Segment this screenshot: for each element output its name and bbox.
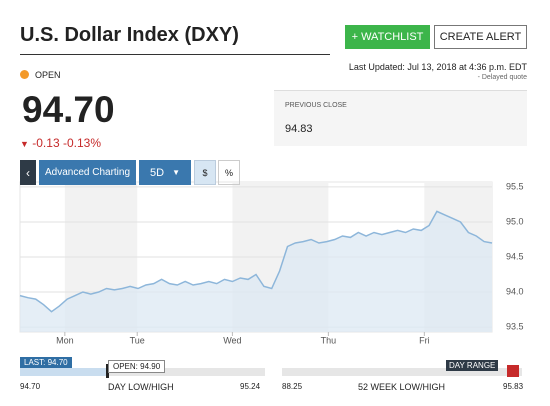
y-tick-label: 95.5 (506, 181, 524, 191)
period: 5D (150, 166, 165, 179)
unit-dollar[interactable]: $ (194, 160, 216, 185)
alert-button[interactable]: CREATE ALERT (434, 25, 527, 49)
x-tick-label: Fri (419, 335, 430, 345)
week52-high: 95.83 (503, 382, 524, 391)
delayed-note: - Delayed quote (477, 74, 527, 81)
watchlist-button[interactable]: + WATCHLIST (345, 25, 430, 49)
last-tag: LAST: 94.70 (20, 357, 72, 368)
week52-low: 88.25 (282, 382, 303, 391)
day-range-tag: DAY RANGE (446, 360, 499, 371)
last-updated: Last Updated: Jul 13, 2018 at 4:36 p.m. … (348, 62, 527, 72)
x-tick-label: Tue (130, 335, 145, 345)
day-high: 95.24 (240, 382, 261, 391)
open-marker (106, 364, 109, 378)
week52-label: 52 WEEK LOW/HIGH (358, 382, 446, 392)
x-tick-label: Wed (223, 335, 241, 345)
day-label: DAY LOW/HIGH (108, 382, 174, 392)
advanced-charting-button[interactable]: Advanced Charting (39, 160, 136, 185)
title: U.S. Dollar Index (DXY) (20, 24, 239, 46)
line (19, 210, 493, 313)
back-button[interactable]: ‹ (20, 160, 36, 185)
unit-percent[interactable]: % (218, 160, 240, 185)
open-tag: OPEN: 94.90 (108, 360, 166, 373)
y-tick-label: 94.0 (506, 286, 524, 296)
price: 94.70 (22, 89, 115, 130)
day-range-fill (20, 368, 108, 376)
previous-close-box: PREVIOUS CLOSE 94.83 (274, 90, 527, 146)
area (20, 211, 492, 332)
change: -0.13 (32, 136, 60, 150)
y-tick-label: 93.5 (506, 321, 524, 331)
y-tick-label: 95.0 (506, 216, 524, 226)
market-status: OPEN (35, 70, 61, 80)
y-tick-label: 94.5 (506, 251, 524, 261)
x-tick-label: Thu (321, 335, 337, 345)
change-percent: -0.13% (62, 136, 101, 150)
day-low: 94.70 (20, 382, 41, 391)
week52-bar (282, 368, 522, 376)
down-arrow: ▼ (20, 139, 29, 149)
previous-close-label: PREVIOUS CLOSE (285, 102, 347, 109)
x-tick-label: Mon (56, 335, 74, 345)
change-row: ▼ -0.13 -0.13% (20, 136, 101, 150)
week52-marker (507, 365, 519, 377)
title-rule (20, 54, 330, 55)
sun-icon (20, 70, 29, 79)
period-dropdown[interactable]: 5D ▼ (139, 160, 191, 185)
previous-close-value: 94.83 (285, 123, 313, 135)
dropdown-arrow: ▼ (172, 168, 180, 177)
